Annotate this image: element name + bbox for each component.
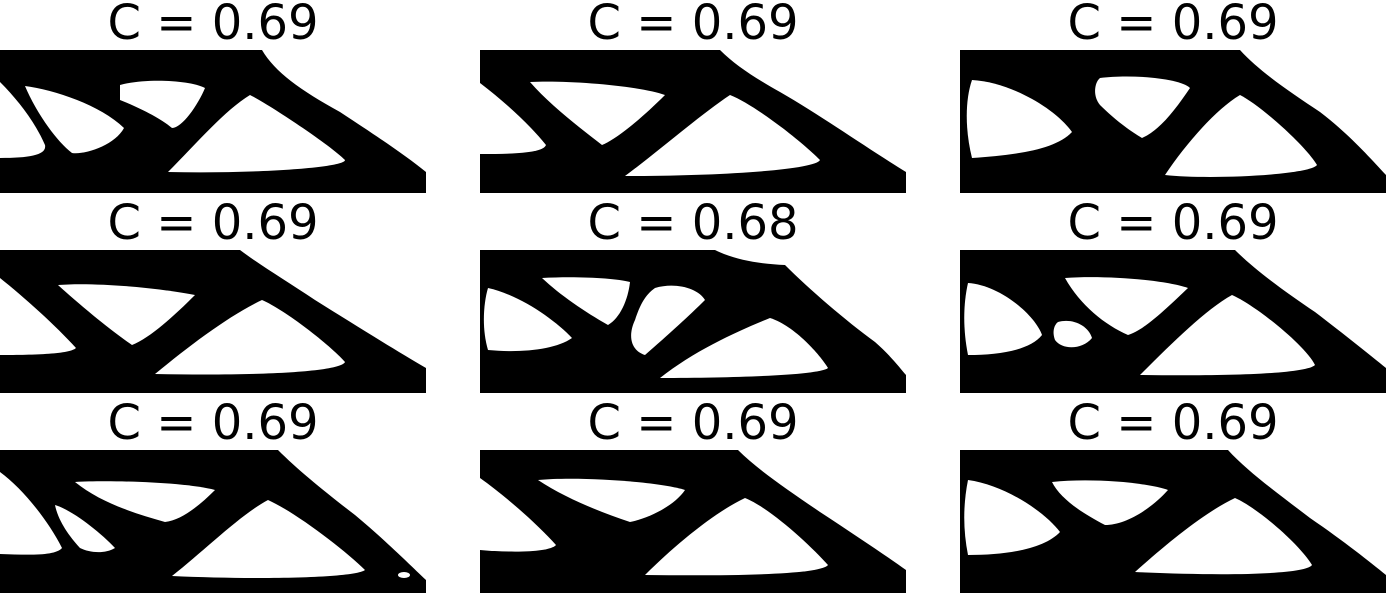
compliance-title: C = 0.69 [587,395,799,451]
design-panel-9: C = 0.69 [960,395,1386,600]
topology-image [480,50,906,193]
design-panel-1: C = 0.69 [0,0,426,200]
design-panel-5: C = 0.68 [480,195,906,400]
topology-image [0,50,426,193]
topology-image [0,250,426,393]
design-panel-3: C = 0.69 [960,0,1386,200]
compliance-title: C = 0.69 [107,395,319,451]
compliance-title: C = 0.69 [1067,0,1279,51]
design-panel-8: C = 0.69 [480,395,906,600]
compliance-title: C = 0.69 [1067,395,1279,451]
design-panel-4: C = 0.69 [0,195,426,400]
compliance-title: C = 0.68 [587,195,799,251]
design-panel-2: C = 0.69 [480,0,906,200]
topology-image [960,250,1386,393]
compliance-title: C = 0.69 [587,0,799,51]
compliance-title: C = 0.69 [107,0,319,51]
compliance-title: C = 0.69 [107,195,319,251]
topology-image [0,450,426,593]
design-panel-7: C = 0.69 [0,395,426,600]
topology-image [960,50,1386,193]
topology-image [960,450,1386,593]
compliance-title: C = 0.69 [1067,195,1279,251]
topology-image [480,450,906,593]
topology-image [480,250,906,393]
design-panel-6: C = 0.69 [960,195,1386,400]
